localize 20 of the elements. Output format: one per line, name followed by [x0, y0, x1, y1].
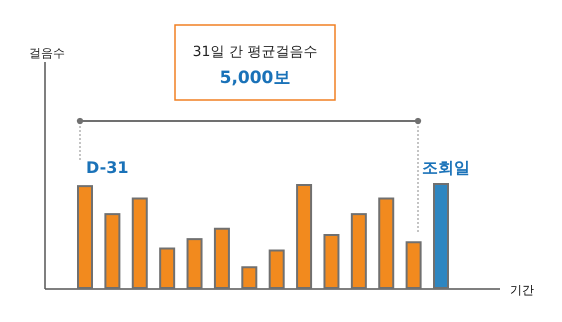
bar	[77, 185, 93, 289]
bar	[350, 213, 367, 289]
bar	[406, 241, 422, 289]
bar	[433, 183, 449, 289]
bar	[323, 234, 340, 289]
bar	[186, 238, 203, 289]
text: 31일 간 평균걸음수	[192, 44, 318, 60]
bar	[214, 228, 230, 289]
bar	[104, 213, 120, 289]
bar	[159, 247, 176, 289]
bar	[241, 266, 258, 289]
bar	[378, 198, 394, 289]
text: 걸음수	[29, 46, 65, 60]
bar	[268, 250, 285, 289]
text: 5,000보	[220, 68, 290, 88]
text: D-31	[86, 158, 128, 177]
bar	[132, 198, 148, 289]
text: 조회일	[422, 158, 470, 177]
bar	[296, 184, 312, 289]
x-axis-title: 기간	[510, 283, 534, 297]
